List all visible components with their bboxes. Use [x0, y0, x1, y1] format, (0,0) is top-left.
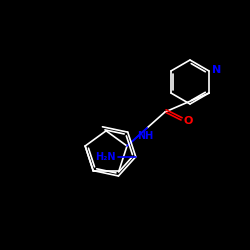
- Text: H₂N: H₂N: [95, 152, 116, 162]
- Text: N: N: [212, 65, 221, 75]
- Text: NH: NH: [137, 131, 153, 141]
- Text: O: O: [184, 116, 194, 126]
